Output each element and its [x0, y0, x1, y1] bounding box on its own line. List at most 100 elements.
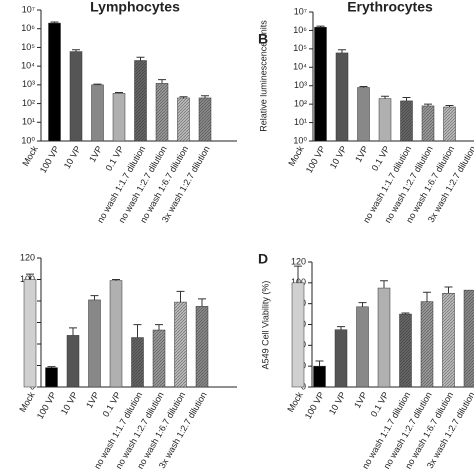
x-tick-label: 100 VP [38, 144, 61, 175]
x-tick-label: Mock [285, 390, 305, 414]
error-bar [155, 324, 163, 331]
error-bar [176, 290, 185, 303]
y-tick-label: 10⁷ [22, 4, 35, 14]
y-tick-label: 10³ [294, 80, 307, 90]
x-tick-label: 1VP [353, 144, 370, 164]
bar [109, 280, 123, 388]
error-bar [294, 265, 302, 283]
error-bar [93, 83, 102, 85]
y-axis-label: Relative luminescence units [258, 20, 268, 132]
x-tick-label: 100 VP [35, 390, 58, 421]
y-tick-label: 10⁷ [294, 6, 307, 16]
error-bar [50, 21, 59, 24]
bar [91, 84, 104, 142]
error-bar [26, 273, 34, 280]
x-tick-label: Mock [286, 144, 306, 168]
error-bar [444, 286, 453, 294]
error-bar [47, 366, 56, 368]
x-tick-label: 10 VP [327, 390, 348, 416]
bar [335, 52, 349, 142]
x-tick-label: 1VP [87, 144, 104, 164]
error-bar [337, 326, 345, 330]
bar [356, 306, 369, 388]
y-tick-label: 120 [291, 256, 306, 266]
bar [88, 299, 101, 388]
error-bar [69, 327, 77, 336]
y-tick-label: 10¹ [294, 117, 307, 127]
y-tick-label: 10⁵ [21, 42, 35, 52]
x-tick-label: 10 VP [59, 390, 80, 416]
bar-hatch [156, 83, 168, 141]
y-tick-label: 120 [20, 252, 35, 262]
error-bar [136, 56, 145, 61]
bar [23, 279, 37, 388]
bar-hatch [177, 97, 190, 141]
bar [48, 22, 61, 142]
y-tick-label: 10⁵ [293, 43, 307, 53]
error-bar [201, 95, 209, 98]
error-bar [198, 298, 206, 307]
bar [69, 51, 83, 142]
x-tick-label: 100 VP [304, 144, 327, 175]
bar-hatch [464, 290, 474, 387]
x-tick-label: 0.1 VP [101, 390, 123, 418]
error-bar [115, 92, 123, 94]
error-bar [90, 295, 99, 300]
bar [66, 335, 80, 388]
y-tick-label: 10⁴ [293, 62, 307, 72]
x-tick-label: Mock [17, 390, 37, 414]
panel-letter: D [258, 251, 268, 267]
bar [45, 367, 58, 388]
error-bar [359, 86, 368, 88]
y-tick-label: 10⁰ [21, 135, 35, 145]
y-tick-label: 10³ [22, 79, 35, 89]
error-bar [381, 95, 389, 99]
error-bar [380, 280, 388, 289]
x-tick-label: 1VP [84, 390, 101, 410]
bar-hatch [442, 293, 455, 387]
error-bar [358, 302, 367, 307]
y-tick-label: 10⁶ [21, 23, 35, 33]
bar [334, 329, 348, 388]
y-tick-label: 10⁶ [293, 25, 307, 35]
y-tick-label: 100 [20, 274, 35, 284]
error-bar [72, 49, 80, 52]
error-bar [112, 279, 120, 281]
chart-title: Lymphocytes [90, 0, 180, 15]
chart-title: Erythrocytes [347, 0, 433, 15]
error-bar [338, 49, 346, 53]
bar [378, 98, 392, 142]
bar-hatch [400, 100, 413, 141]
error-bar [445, 104, 454, 107]
y-tick-label: 10⁰ [293, 135, 307, 145]
error-bar [423, 291, 431, 302]
bar-hatch [422, 105, 434, 141]
y-tick-label: 10² [294, 99, 307, 109]
error-bar [179, 96, 188, 98]
error-bar [424, 103, 432, 106]
x-tick-label: 10 VP [62, 144, 83, 170]
x-tick-label: 100 VP [303, 390, 326, 421]
bar-hatch [153, 330, 165, 387]
x-tick-label: Mock [20, 144, 40, 168]
error-bar [316, 25, 325, 28]
x-tick-label: 0.1 VP [104, 144, 126, 172]
y-tick-label: 10² [22, 98, 35, 108]
bar-hatch [134, 60, 147, 142]
bar [291, 282, 305, 388]
x-tick-label: 1VP [352, 390, 369, 410]
bar-hatch [399, 314, 412, 387]
bar [357, 87, 370, 142]
y-axis-label: A549 Cell Viability (%) [260, 281, 270, 370]
bar [377, 287, 391, 388]
error-bar [402, 96, 411, 101]
bar-hatch [199, 97, 211, 141]
bar [112, 93, 126, 142]
error-bar [315, 360, 324, 367]
panel-letter: B [258, 31, 268, 47]
y-tick-label: 10⁴ [21, 61, 35, 71]
bar [313, 365, 326, 388]
bar-hatch [443, 106, 456, 141]
bar [314, 26, 327, 142]
